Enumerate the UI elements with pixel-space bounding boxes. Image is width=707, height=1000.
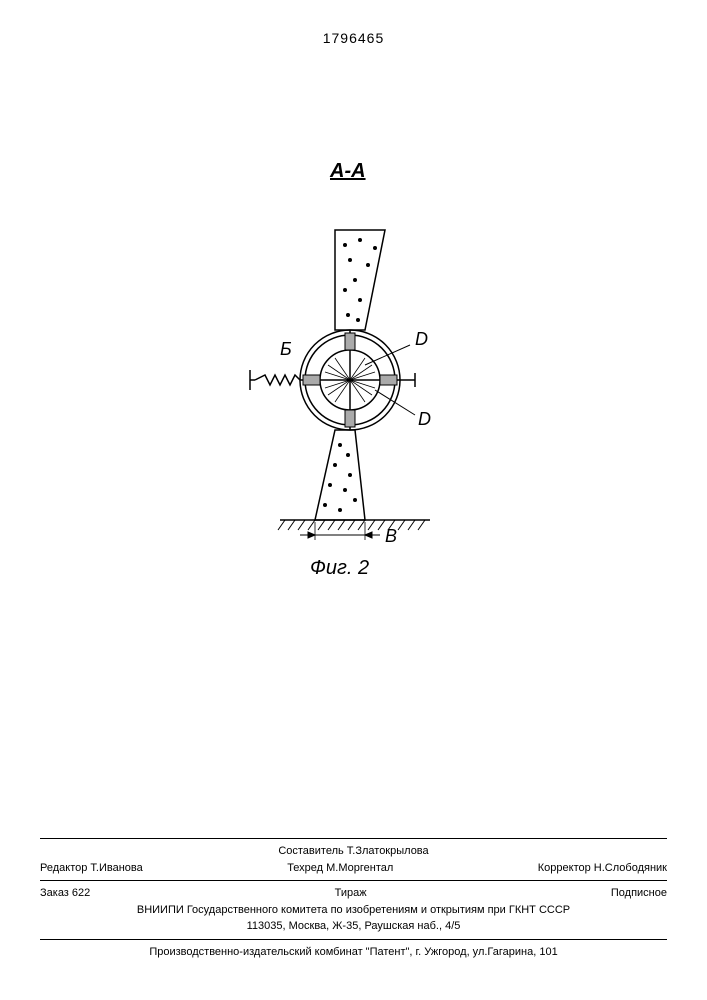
corrector-credit: Корректор Н.Слободяник <box>538 860 667 877</box>
org-line1: ВНИИПИ Государственного комитета по изоб… <box>40 902 667 919</box>
footer-rule <box>40 880 667 881</box>
footer: Составитель Т.Златокрылова Редактор Т.Ив… <box>40 834 667 960</box>
technical-diagram: Б D D В <box>200 190 500 550</box>
label-b-bottom: В <box>385 526 397 546</box>
footer-credits-row: Редактор Т.Иванова Техред М.Моргентал Ко… <box>40 860 667 877</box>
publisher-line: Производственно-издательский комбинат "П… <box>40 944 667 961</box>
techred-credit: Техред М.Моргентал <box>287 860 393 877</box>
footer-rule <box>40 939 667 940</box>
label-b-left: Б <box>280 339 292 359</box>
right-stub <box>400 373 415 387</box>
figure-caption: Фиг. 2 <box>310 557 369 580</box>
org-line2: 113035, Москва, Ж-35, Раушская наб., 4/5 <box>40 918 667 935</box>
compiler-line: Составитель Т.Златокрылова <box>40 843 667 860</box>
section-label: А-А <box>330 160 366 183</box>
circulation-label: Тираж <box>335 885 367 902</box>
subscription-label: Подписное <box>611 885 667 902</box>
editor-credit: Редактор Т.Иванова <box>40 860 143 877</box>
page-container: 1796465 А-А <box>0 0 707 1000</box>
lower-funnel <box>315 430 365 520</box>
ground-hatch <box>278 520 430 530</box>
upper-funnel <box>335 230 385 330</box>
order-number: Заказ 622 <box>40 885 90 902</box>
spring-icon <box>250 370 300 390</box>
diagram-container: А-А <box>200 160 500 580</box>
document-number: 1796465 <box>0 30 707 46</box>
label-d-lower: D <box>418 409 431 429</box>
label-d-upper: D <box>415 329 428 349</box>
footer-order-row: Заказ 622 Тираж Подписное <box>40 885 667 902</box>
footer-rule <box>40 838 667 839</box>
circular-assembly <box>300 330 400 430</box>
